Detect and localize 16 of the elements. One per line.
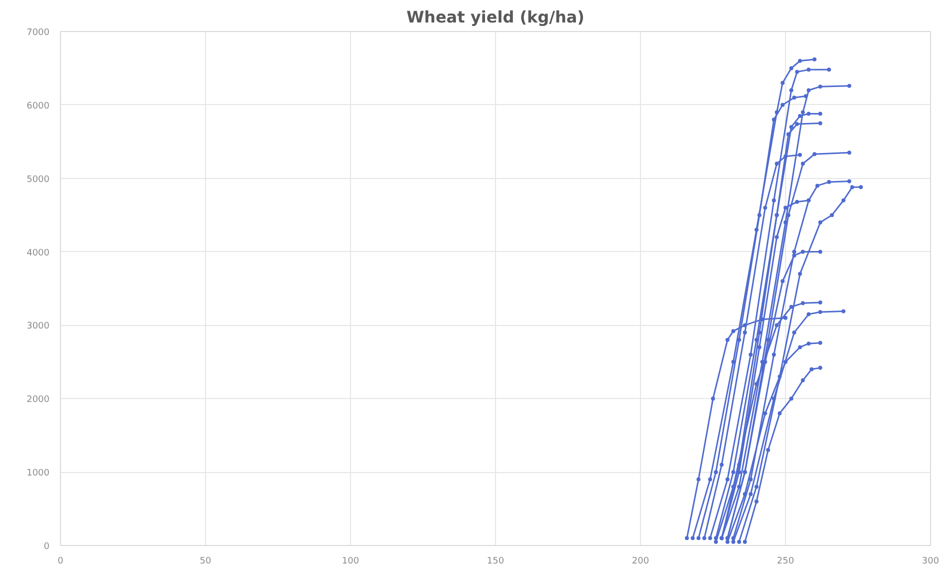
- y-tick-label: 6000: [26, 101, 50, 112]
- x-tick-label: 0: [58, 556, 64, 566]
- x-tick-label: 50: [200, 556, 212, 566]
- y-tick-label: 7000: [26, 28, 50, 38]
- y-tick-label: 3000: [26, 322, 50, 332]
- x-tick-label: 100: [342, 556, 360, 566]
- x-tick-label: 200: [632, 556, 650, 566]
- y-tick-label: 1000: [26, 468, 50, 479]
- y-tick-label: 0: [44, 542, 50, 552]
- x-tick-label: 300: [922, 556, 940, 566]
- x-tick-label: 250: [776, 556, 794, 566]
- x-tick-label: 150: [486, 556, 504, 566]
- chart-title: Wheat yield (kg/ha): [406, 8, 584, 26]
- y-tick-label: 4000: [26, 248, 50, 258]
- y-tick-label: 5000: [26, 174, 50, 185]
- y-tick-label: 2000: [26, 395, 50, 406]
